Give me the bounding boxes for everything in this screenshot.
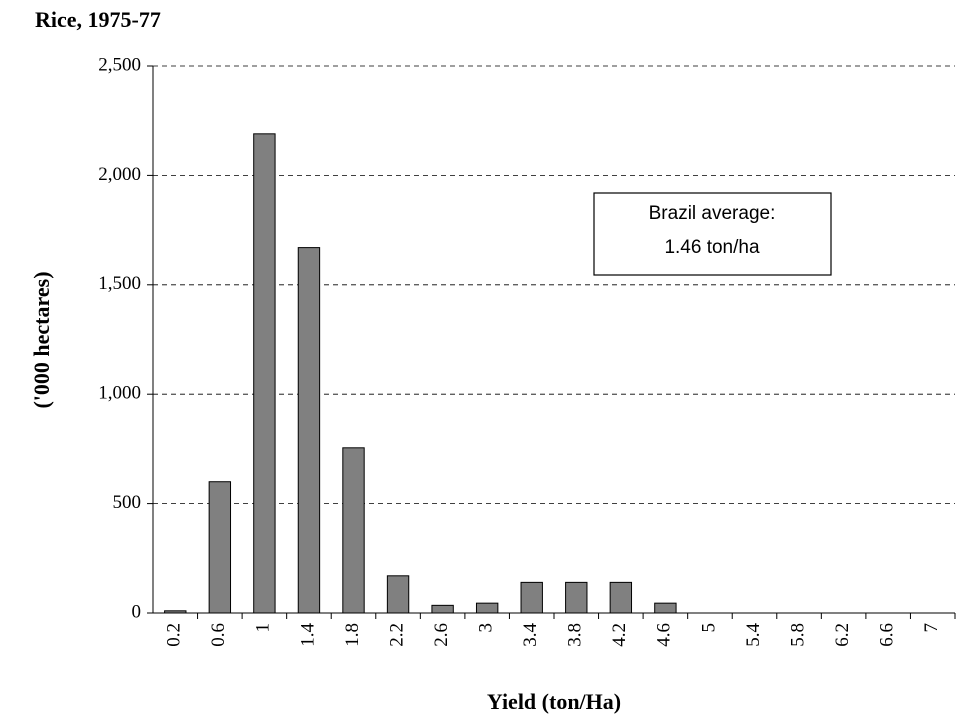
x-tick-label: 5.4 xyxy=(743,623,764,647)
x-tick-label: 3.4 xyxy=(520,623,541,647)
x-tick-label: 6.6 xyxy=(877,623,898,647)
x-tick-label: 0.6 xyxy=(208,623,229,647)
y-tick-label: 500 xyxy=(113,492,142,513)
y-tick-label: 0 xyxy=(132,601,142,622)
bar xyxy=(297,247,321,614)
x-tick-label: 5.8 xyxy=(787,623,808,647)
x-tick-label: 1.4 xyxy=(297,623,318,647)
x-tick-label: 3 xyxy=(476,623,497,633)
x-tick-label: 5 xyxy=(698,623,719,633)
x-tick-label: 6.2 xyxy=(832,623,853,647)
annotation: Brazil average: xyxy=(649,203,776,224)
chart-title: Rice, 1975-77 xyxy=(35,7,161,32)
x-tick-label: 3.8 xyxy=(565,623,586,647)
y-axis-label: ('000 hectares) xyxy=(29,271,54,408)
x-tick-label: 1.8 xyxy=(342,623,363,647)
annotation-box xyxy=(593,192,832,276)
x-tick-label: 1 xyxy=(253,623,274,633)
bar xyxy=(342,447,365,614)
x-tick-label: 0.2 xyxy=(164,623,185,647)
x-tick-label: 4.2 xyxy=(609,623,630,647)
bar xyxy=(520,581,543,614)
bar xyxy=(208,481,232,614)
bar xyxy=(565,581,588,614)
bar xyxy=(431,604,454,614)
x-tick-label: 2.6 xyxy=(431,623,452,647)
x-tick-label: 7 xyxy=(921,623,942,633)
y-tick-label: 1,000 xyxy=(98,383,141,404)
y-tick-label: 2,500 xyxy=(98,54,141,75)
bar xyxy=(654,602,677,614)
bar xyxy=(475,602,499,614)
bar xyxy=(609,581,633,614)
y-tick-label: 1,500 xyxy=(98,273,141,294)
bar xyxy=(386,575,410,614)
x-tick-label: 2.2 xyxy=(386,623,407,647)
x-tick-label: 4.6 xyxy=(654,623,675,647)
x-axis-label: Yield (ton/Ha) xyxy=(487,689,621,714)
y-tick-label: 2,000 xyxy=(98,164,141,185)
bar xyxy=(253,133,276,614)
annotation: 1.46 ton/ha xyxy=(664,237,760,258)
